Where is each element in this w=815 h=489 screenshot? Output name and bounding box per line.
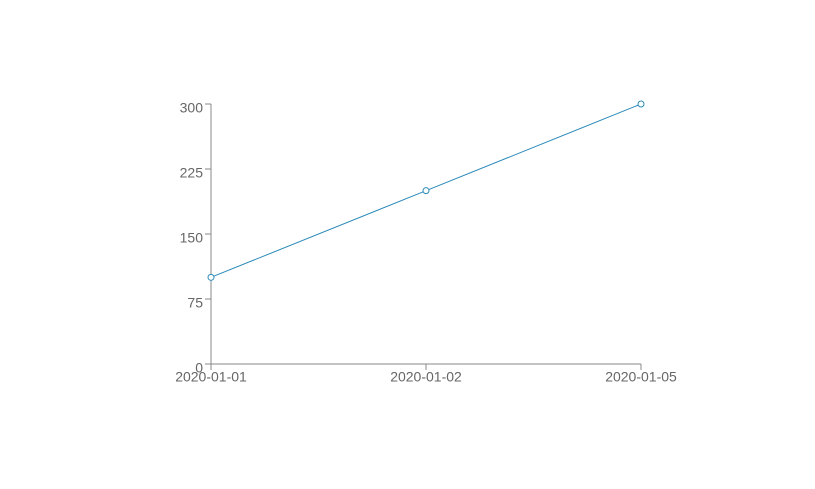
point [637, 100, 645, 108]
y-tick-label: 225 [180, 165, 204, 181]
x-tick-label: 2020-01-02 [390, 369, 462, 385]
y-tick-label: 150 [180, 230, 204, 246]
x-tick-label: 2020-01-01 [175, 369, 247, 385]
x-tick-label: 2020-01-05 [605, 369, 677, 385]
y-tick-label: 300 [180, 100, 204, 116]
y-tick-label: 75 [187, 295, 203, 311]
point [207, 273, 215, 281]
point [422, 187, 430, 195]
y-tick-label: 0 [195, 360, 203, 376]
